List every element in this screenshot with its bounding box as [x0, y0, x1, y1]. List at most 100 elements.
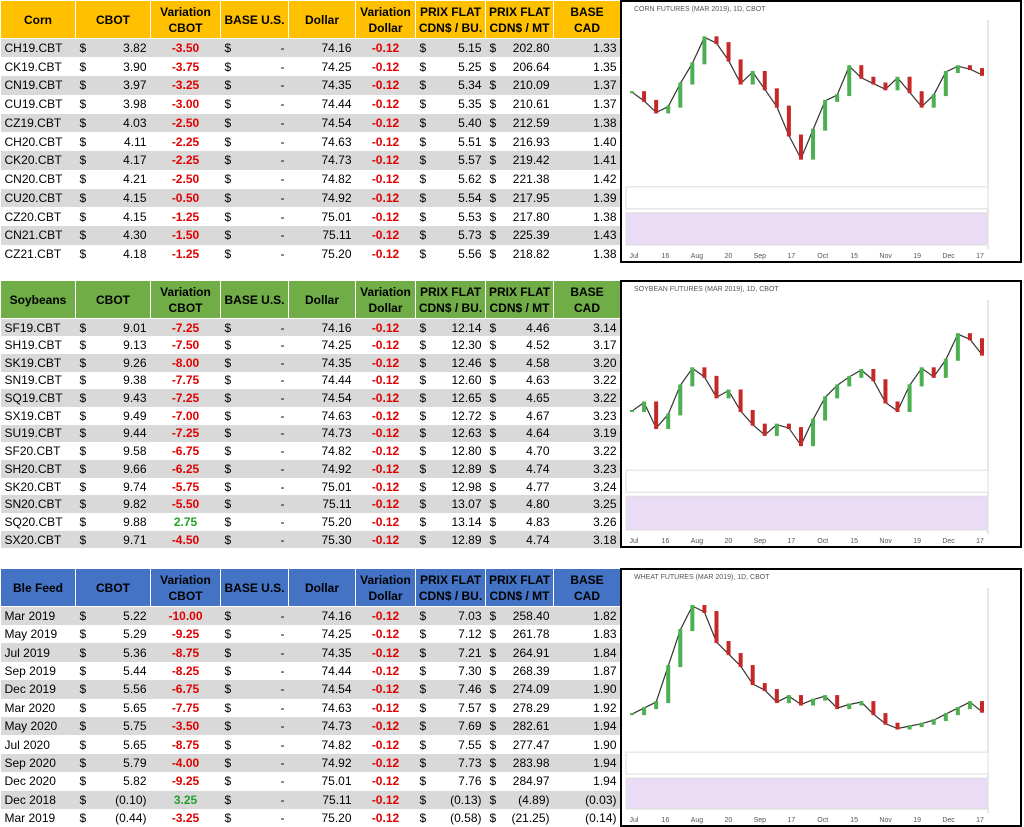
cell: -0.12 [371, 663, 400, 678]
candle [714, 611, 719, 644]
candle [943, 713, 948, 722]
cell: $278.29 [486, 699, 554, 717]
cell-value: 3.97 [123, 78, 147, 93]
x-axis-label: 19 [913, 817, 921, 824]
currency-symbol: $ [79, 228, 87, 243]
cell: 75.20 [321, 811, 352, 826]
cell: 75.20 [321, 247, 352, 262]
cell: 74.73 [321, 719, 352, 734]
currency-symbol: $ [419, 408, 427, 423]
currency-cell: $ - [225, 756, 285, 770]
currency-cell: $4.77 [490, 480, 550, 494]
currency-cell: $ - [225, 338, 285, 352]
currency-cell: $12.63 [420, 426, 482, 440]
currency-cell: $5.44 [80, 664, 147, 678]
cell: $ - [221, 531, 289, 549]
cell-value: 7.46 [458, 682, 482, 697]
cell-value: - [280, 373, 285, 388]
cell-value: 12.98 [451, 479, 482, 494]
cell: SQ20.CBT [4, 514, 63, 529]
cell: $4.77 [486, 478, 554, 496]
cell-value: 4.80 [526, 497, 550, 512]
cell-value: 4.65 [526, 391, 550, 406]
cell: 74.35 [321, 645, 352, 660]
cell: $ - [221, 809, 289, 827]
currency-symbol: $ [79, 78, 87, 93]
x-axis-label: 15 [850, 538, 858, 545]
currency-cell: $ - [225, 480, 285, 494]
cell-value: 9.71 [123, 532, 147, 547]
currency-cell: $4.18 [80, 247, 147, 261]
cell: -2.50 [171, 115, 200, 130]
currency-cell: $7.12 [420, 627, 482, 641]
currency-cell: $ - [225, 247, 285, 261]
candle [678, 384, 683, 416]
cell: -3.25 [171, 811, 200, 826]
cell: $4.63 [486, 372, 554, 390]
currency-symbol: $ [224, 532, 232, 547]
cell: $5.56 [416, 245, 486, 264]
cell: $ - [221, 151, 289, 170]
cell: $7.73 [416, 754, 486, 772]
cell: 74.44 [321, 97, 352, 112]
cell: 74.25 [321, 59, 352, 74]
cell: -7.25 [171, 426, 200, 441]
cell: $3.97 [76, 76, 151, 95]
cell: 2.75 [173, 514, 198, 529]
candle [907, 725, 912, 730]
cell: $ (0.10) [76, 791, 151, 809]
currency-symbol: $ [489, 479, 497, 494]
cell: -3.50 [171, 41, 200, 56]
cell: 3.18 [593, 532, 617, 547]
row: May 2019 $5.29 -9.25 $ -74.25 -0.12 $7.12 $261.… [1, 625, 621, 643]
candle [762, 423, 767, 436]
cell: 74.16 [321, 320, 352, 335]
cell: SH19.CBT [4, 338, 62, 353]
cell-value: - [280, 627, 285, 642]
header-cell: Ble Feed [0, 568, 76, 607]
currency-symbol: $ [79, 627, 87, 642]
cell-value: (4.89) [518, 792, 550, 807]
cell-value: 261.78 [512, 627, 550, 642]
currency-symbol: $ [224, 228, 232, 243]
cell: -0.50 [171, 190, 200, 205]
cell: 75.20 [321, 514, 352, 529]
cell: 1.38 [593, 247, 617, 262]
currency-cell: $12.30 [420, 338, 482, 352]
currency-cell: $ - [225, 444, 285, 458]
cell-value: 4.77 [526, 479, 550, 494]
cell: -0.12 [371, 190, 400, 205]
cell: 74.73 [321, 426, 352, 441]
candle [943, 358, 948, 378]
cell: 3.22 [593, 391, 617, 406]
cell: CU20.CBT [4, 190, 63, 205]
cell: $12.72 [416, 407, 486, 425]
cell: -0.12 [371, 444, 400, 459]
currency-cell: $5.65 [80, 701, 147, 715]
row: CK20.CBT $4.17 -2.25 $ -74.73 -0.12 $5.57 $219.… [0, 151, 621, 170]
currency-symbol: $ [224, 645, 232, 660]
header-cell: Variation Dollar [355, 280, 416, 319]
cell-value: 12.89 [451, 532, 482, 547]
cell: $4.18 [76, 245, 151, 264]
currency-cell: $ - [225, 135, 285, 149]
cell: 1.41 [593, 153, 617, 168]
currency-cell: $5.22 [80, 609, 147, 623]
cell: $4.65 [486, 389, 554, 407]
cell: -3.50 [171, 719, 200, 734]
currency-cell: $4.21 [80, 172, 147, 186]
row: Dec 2018 $ (0.10) 3.25 $ -75.11 -0.12 $ (0.13) $(… [0, 790, 621, 809]
currency-cell: $ - [225, 41, 285, 55]
cell: $ (4.89) [486, 791, 554, 809]
cell: $9.43 [76, 389, 151, 407]
candle [895, 722, 900, 730]
currency-symbol: $ [419, 755, 427, 770]
currency-symbol: $ [419, 682, 427, 697]
cell: $3.82 [76, 39, 151, 58]
currency-symbol: $ [224, 408, 232, 423]
cell: Dec 2018 [4, 792, 56, 807]
cell: $4.67 [486, 407, 554, 425]
header-row: Ble Feed CBOT Variation CBOT BASE U.S. Dolla… [0, 568, 621, 607]
candle [895, 76, 900, 91]
currency-symbol: $ [419, 391, 427, 406]
